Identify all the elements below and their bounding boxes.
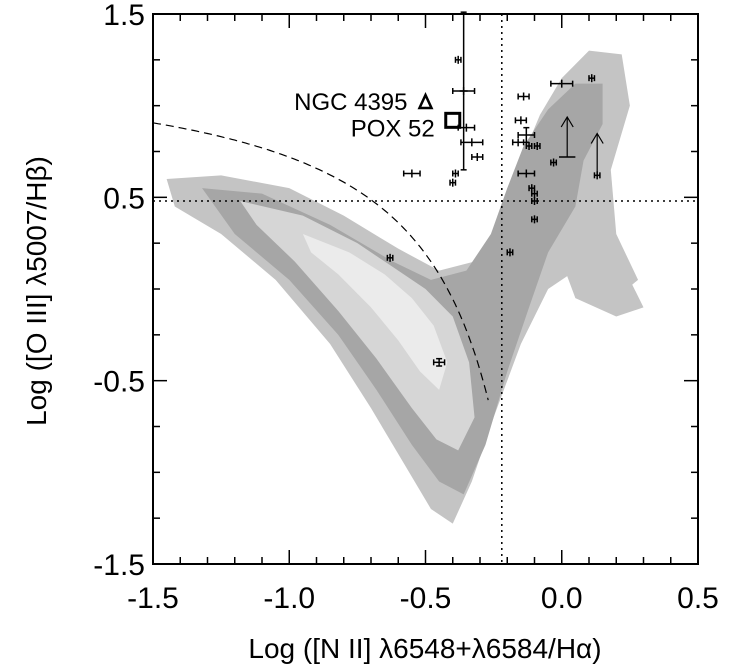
- data-point: [506, 248, 514, 257]
- contour-density: [166, 50, 644, 524]
- reference-lines: [152, 14, 698, 564]
- arrow-head: [560, 115, 574, 128]
- data-point: [550, 158, 558, 167]
- data-point: [531, 189, 538, 198]
- data-point: [531, 197, 538, 205]
- data-point: [432, 357, 446, 367]
- contour-core: [302, 234, 448, 390]
- data-point: [511, 138, 525, 147]
- x-axis-title: Log ([N II] λ6548+λ6584/Hα): [248, 633, 601, 664]
- data-point: [449, 178, 457, 187]
- data-point: [514, 116, 528, 125]
- data-point: [533, 142, 541, 150]
- data-point: [517, 169, 536, 178]
- axes: -1.5 -1.0 -0.5 0.0 0.5 -1.5 -0.5 0.5 1.5: [93, 0, 719, 615]
- demarcation-curve: [152, 122, 489, 401]
- y-tick-label: -1.5: [93, 549, 145, 582]
- data-point: [454, 55, 462, 64]
- data-point: [471, 153, 484, 161]
- data-point: [402, 169, 421, 178]
- contour-inner: [240, 201, 475, 451]
- arrow-head: [590, 132, 604, 144]
- data-point: [588, 74, 596, 83]
- x-tick-label: 0.0: [541, 582, 583, 615]
- x-tick-label: -1.0: [263, 582, 315, 615]
- data-points: [386, 11, 604, 367]
- data-point: [517, 92, 530, 101]
- data-point: [459, 11, 468, 171]
- upper-limit-arrow: [590, 132, 604, 174]
- data-point: [452, 169, 459, 178]
- y-tick-label: -0.5: [93, 366, 145, 399]
- y-axis-title: Log ([O III] λ5007/Hβ): [21, 156, 52, 426]
- data-point: [525, 142, 533, 150]
- square-marker: [444, 111, 462, 129]
- data-point: [460, 138, 484, 147]
- upper-limit-arrow: [559, 115, 576, 158]
- annotation-label: POX 52: [351, 115, 435, 142]
- y-tick-label: 0.5: [103, 182, 145, 215]
- data-point: [386, 253, 394, 262]
- contour-outer-blob: [561, 261, 644, 317]
- y-tick-label: 1.5: [103, 0, 145, 32]
- annotation-label: NGC 4395: [294, 89, 407, 116]
- x-tick-label: -0.5: [400, 582, 452, 615]
- triangle-marker: [417, 92, 434, 110]
- data-point: [550, 79, 574, 88]
- x-tick-label: 0.5: [677, 582, 719, 615]
- data-point: [517, 126, 536, 144]
- data-point: [531, 215, 538, 224]
- x-tick-label: -1.5: [127, 582, 179, 615]
